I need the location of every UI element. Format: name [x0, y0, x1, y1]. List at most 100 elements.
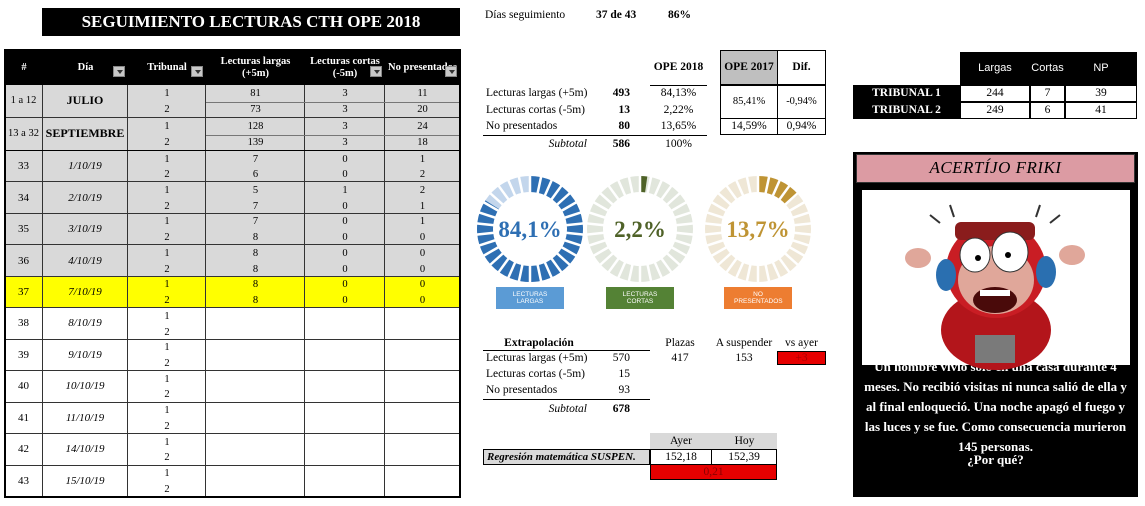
filter-arrow [448, 69, 455, 74]
row-day: 1/10/19 [43, 151, 128, 183]
title: SEGUIMIENTO LECTURAS CTH OPE 2018 [42, 8, 460, 36]
donut-gap [536, 263, 543, 283]
value: 2 [419, 169, 426, 181]
header-cell: Lecturas cortas (-5m) [310, 55, 380, 79]
donut-gap [791, 238, 810, 247]
donut-gap [506, 179, 517, 197]
donut-arc [477, 176, 583, 283]
row-day: 10/10/19 [43, 371, 128, 403]
header-cell: No presentados [388, 61, 457, 73]
value: 7 [252, 216, 259, 228]
cell [206, 434, 305, 466]
value: 24 [417, 120, 428, 132]
extrap-header: vs ayer [785, 336, 818, 349]
cell [128, 434, 206, 466]
row-number: 36 [5, 245, 43, 277]
cartoon-part [1059, 245, 1085, 265]
cell [305, 339, 385, 372]
value: 0 [419, 295, 426, 307]
extrap-header: A suspender [715, 336, 773, 349]
cell [128, 276, 206, 309]
row-number: 39 [5, 339, 43, 372]
tribunal-name: TRIBUNAL 2 [853, 101, 960, 119]
tribunal: 1 [164, 342, 170, 354]
sub-divider [305, 134, 385, 136]
value: 8 [252, 295, 259, 307]
value: 18 [417, 137, 428, 149]
donut-gap [764, 175, 771, 195]
tribunal: 1 [164, 279, 170, 291]
value: 11 [417, 87, 428, 99]
extrap-count: 570 [612, 351, 630, 364]
donut-gap [482, 200, 500, 213]
value: 8 [252, 247, 259, 259]
cell [385, 276, 460, 309]
donut-label: 13,7% [726, 217, 789, 242]
donut-gap [771, 179, 782, 197]
donut-gap [783, 191, 799, 206]
filter-button [445, 66, 457, 77]
row-day: 8/10/19 [43, 308, 128, 340]
summary-count: 13 [618, 104, 631, 117]
row-day: 2/10/19 [43, 182, 128, 214]
cell [385, 371, 460, 403]
donut-gap [725, 184, 738, 201]
donut-gap [653, 179, 664, 197]
value: 0 [342, 153, 348, 165]
header-row [5, 50, 460, 85]
row-day: 3/10/19 [43, 213, 128, 246]
donut-gap [717, 191, 733, 206]
summary-count: 493 [612, 87, 630, 100]
donut-gap [550, 257, 563, 274]
header-cell: Tribunal [147, 61, 187, 73]
tribunal: 1 [164, 247, 170, 259]
summary-pct: 84,13% [660, 87, 697, 100]
sub-divider [305, 101, 385, 103]
riddle-title: ACERTÍJO FRIKI [856, 154, 1135, 183]
row-number: 41 [5, 402, 43, 435]
cell [305, 182, 385, 214]
value: 0 [342, 200, 348, 212]
cell [206, 213, 305, 246]
donut-arc [640, 175, 648, 193]
donut-gap [555, 191, 571, 206]
tribunal-value: 41 [1065, 101, 1137, 119]
extrap-label: Lecturas largas (+5m) [486, 351, 588, 364]
cell [305, 371, 385, 403]
donut-gap [555, 252, 571, 267]
value: 1 [419, 216, 426, 228]
summary-count: 80 [618, 120, 631, 133]
cartoon-part [905, 248, 931, 268]
cell [385, 245, 460, 277]
donut-gap [560, 245, 578, 258]
value: 0 [419, 279, 426, 291]
cell [128, 245, 206, 277]
tribunal: 2 [164, 232, 170, 244]
regression-header: Hoy [734, 434, 755, 447]
value: 0 [419, 247, 426, 259]
donut-gap [660, 257, 673, 274]
tribunal: 2 [164, 358, 170, 370]
donut-gap [665, 252, 681, 267]
extrap-label: Lecturas cortas (-5m) [486, 367, 585, 380]
summary-pct: 2,22% [663, 104, 694, 117]
summary-header: Dif. [777, 50, 826, 85]
value: 81 [250, 87, 261, 99]
cartoon-part [929, 204, 1061, 224]
subtotal-label: Subtotal [548, 137, 587, 150]
row-number: 1 a 12 [5, 85, 43, 118]
filter-button [370, 66, 382, 77]
cartoon-part [975, 335, 1015, 363]
donut-gap [476, 222, 495, 227]
donut-gap [704, 231, 723, 236]
donut-gap [607, 257, 620, 274]
cell [206, 151, 305, 183]
donut-caption: NO PRESENTADOS [724, 287, 792, 309]
donut-gap [563, 238, 582, 247]
summary-label: Lecturas cortas (-5m) [486, 104, 585, 117]
donut-gap [710, 245, 728, 258]
tribunal: 2 [164, 169, 170, 181]
row-number: 35 [5, 213, 43, 246]
subtotal-count: 586 [612, 137, 630, 150]
